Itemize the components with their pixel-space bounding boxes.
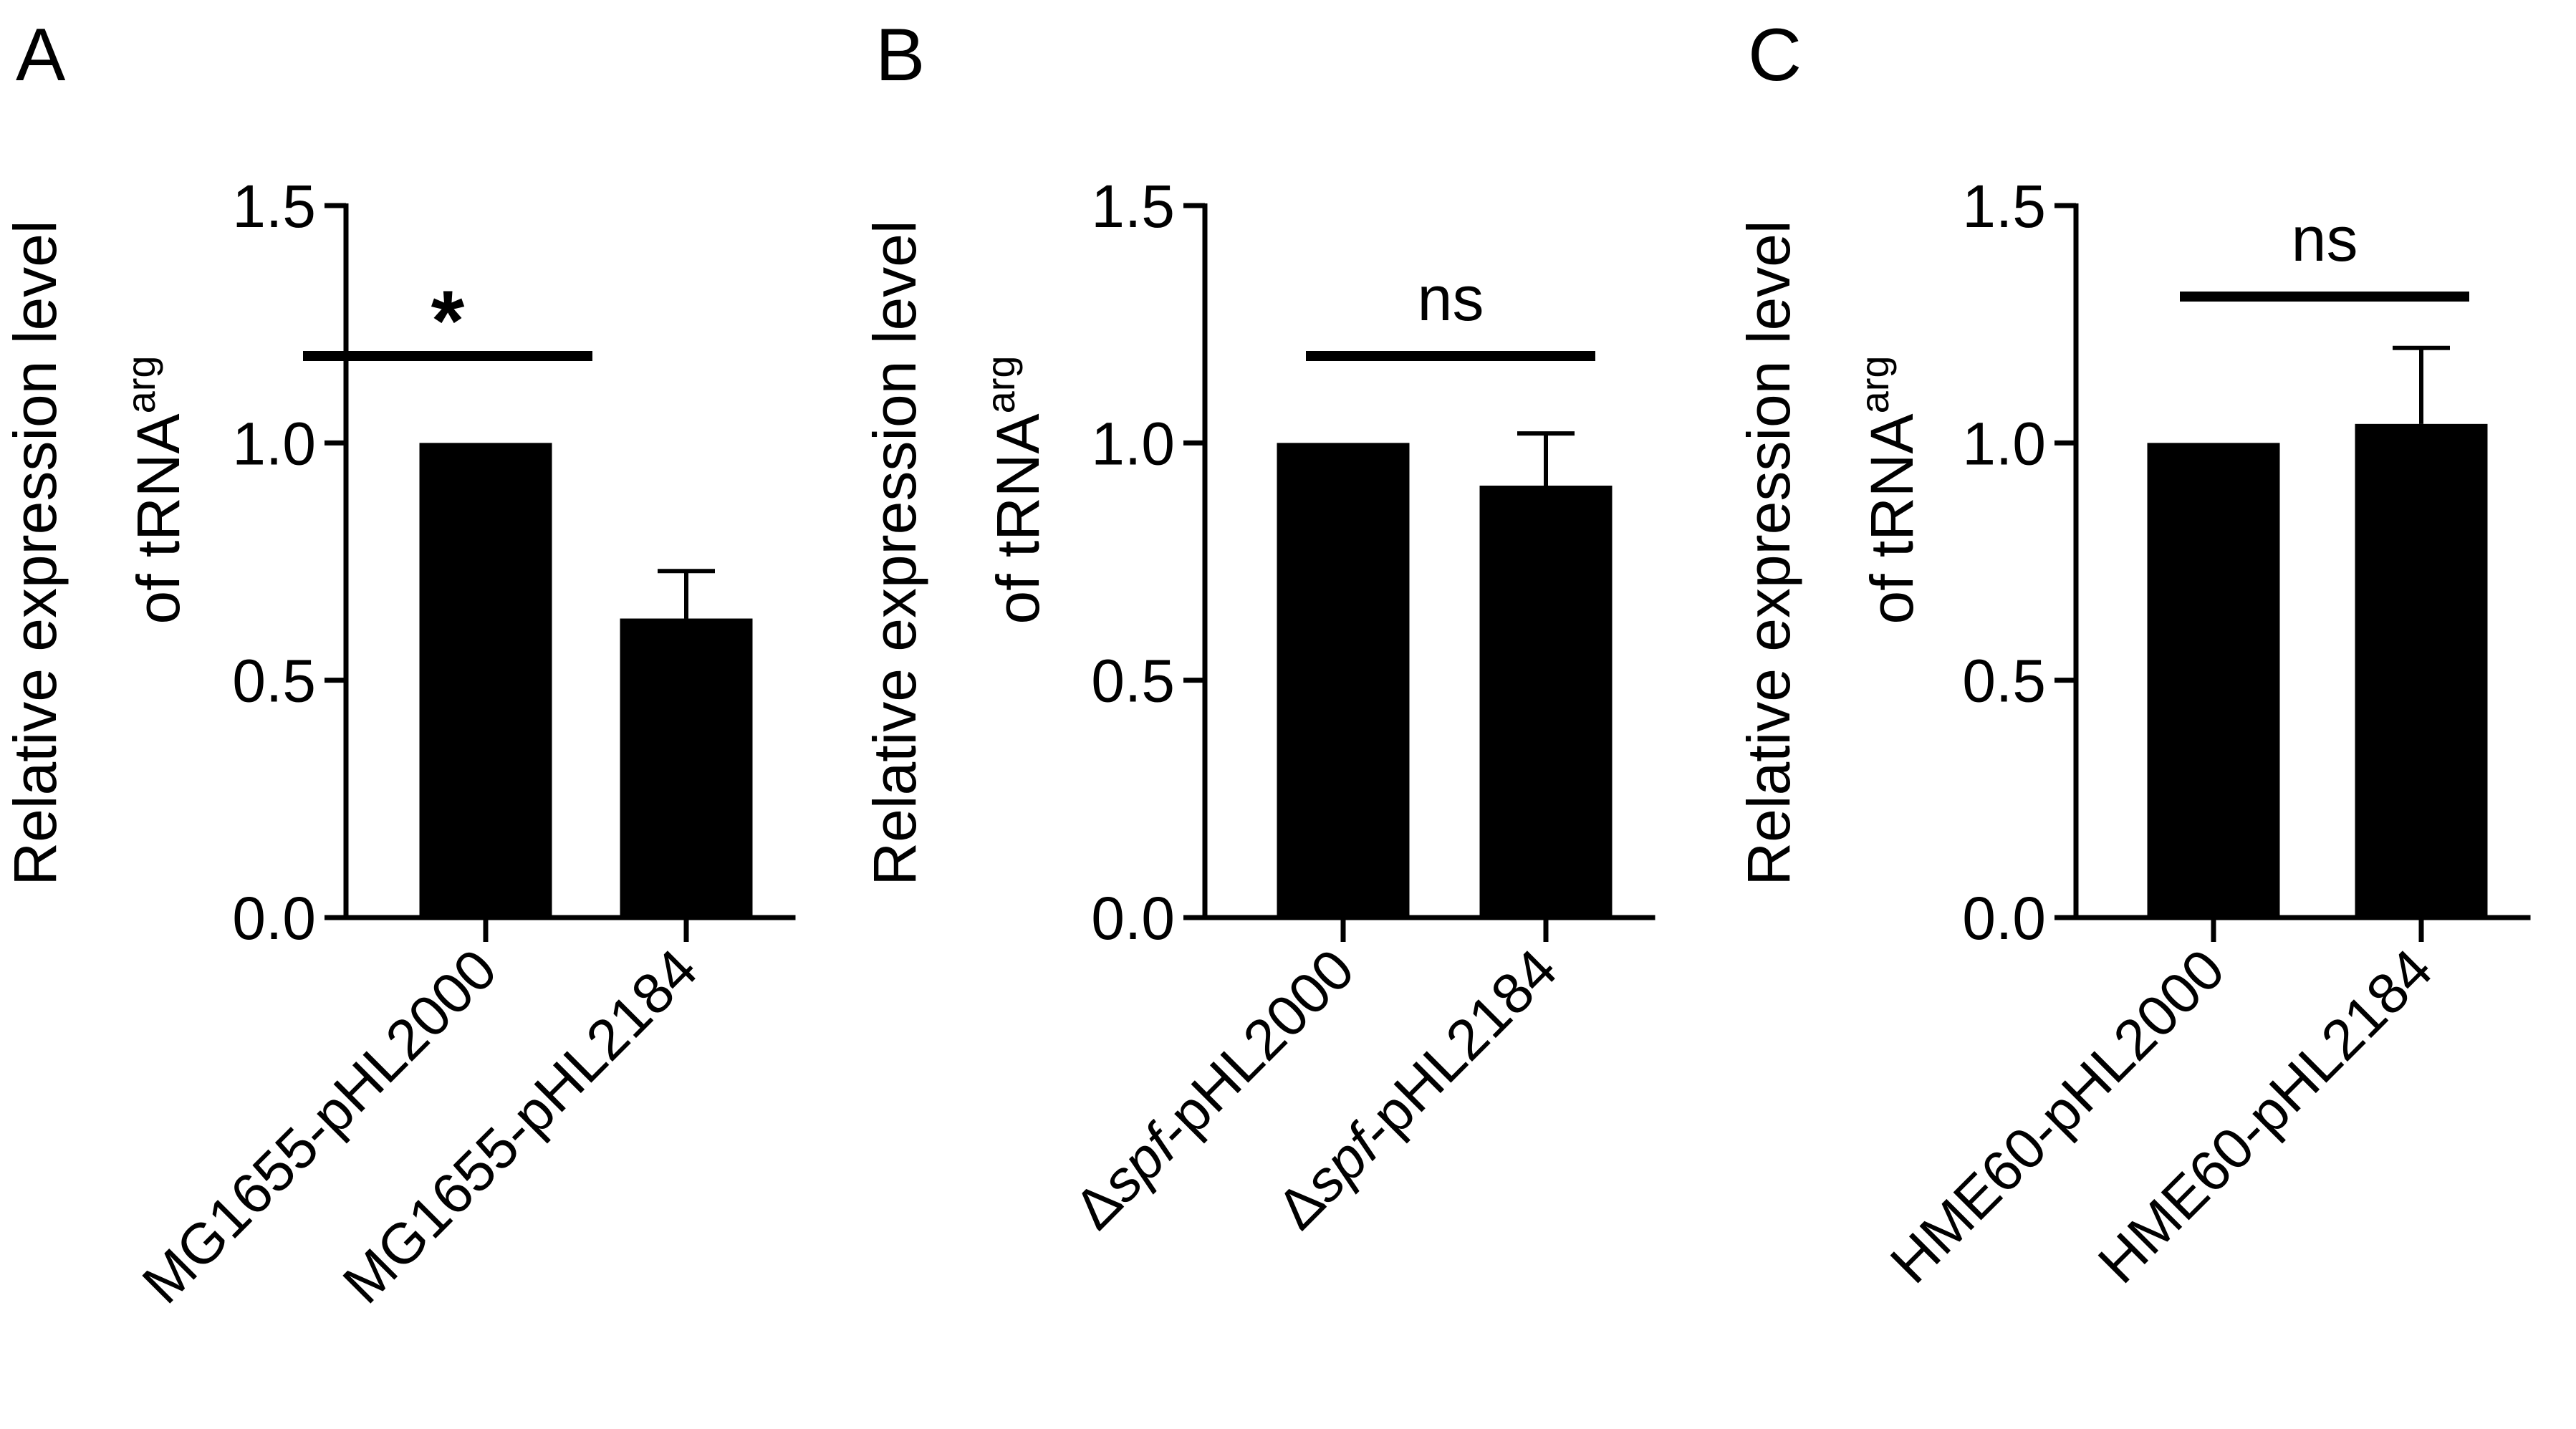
y-axis-title-line2: of tRNAarg [978, 355, 1052, 624]
y-axis-title-text: of tRNA [984, 413, 1052, 624]
y-axis-title-text: of tRNA [1858, 413, 1926, 624]
y-axis-title-superscript: arg [118, 355, 163, 413]
bar-1 [1277, 443, 1410, 918]
y-axis-title-superscript: arg [1852, 355, 1897, 413]
y-tick-label: 1.5 [1962, 173, 2046, 240]
y-tick-label: 1.0 [232, 410, 316, 477]
y-tick-label: 0.0 [1091, 885, 1175, 952]
y-axis-title-line1: Relative expression level [1, 220, 69, 885]
y-tick-label: 0.5 [1962, 648, 2046, 715]
chart-panel-b: B Relative expression level of tRNAarg 0.0 0… [861, 14, 1655, 1241]
panel-letter: C [1748, 14, 1802, 97]
bar-1 [419, 443, 552, 918]
y-tick-label: 0.5 [232, 648, 316, 715]
bar-2 [1479, 485, 1613, 918]
y-tick-label: 1.5 [232, 173, 316, 240]
significance-label: ns [2292, 203, 2358, 274]
chart-panel-a: A Relative expression level of tRNAarg 0.0 0… [1, 14, 796, 1315]
panel-letter: B [875, 14, 925, 97]
x-category-label-suffix: MG1655-pHL2000 [130, 937, 509, 1315]
x-category-label-suffix: -pHL2000 [1143, 937, 1366, 1160]
y-axis-title-text: of tRNA [125, 413, 192, 624]
y-axis-title-superscript: arg [978, 355, 1023, 413]
bar-2 [2355, 423, 2488, 918]
bar-2 [620, 618, 753, 918]
y-tick-label: 1.0 [1091, 410, 1175, 477]
x-category-label-suffix: -pHL2184 [1346, 937, 1569, 1160]
significance-label: ns [1418, 263, 1484, 334]
y-axis-title-line1: Relative expression level [861, 220, 928, 885]
panel-letter: A [16, 14, 66, 97]
y-axis-title-line2: of tRNAarg [1852, 355, 1926, 624]
significance-label: * [431, 273, 465, 369]
y-tick-label: 0.0 [1962, 885, 2046, 952]
x-category-label: MG1655-pHL2000 [130, 937, 509, 1315]
y-axis-title-line2: of tRNAarg [118, 355, 192, 624]
y-axis-title-line1: Relative expression level [1735, 220, 1802, 885]
y-tick-label: 1.0 [1962, 410, 2046, 477]
chart-panel-c: C Relative expression level of tRNAarg 0.0 0… [1735, 14, 2531, 1295]
bar-1 [2147, 443, 2280, 918]
y-tick-label: 0.5 [1091, 648, 1175, 715]
x-category-label: MG1655-pHL2184 [331, 937, 709, 1315]
y-tick-label: 1.5 [1091, 173, 1175, 240]
x-category-label-suffix: MG1655-pHL2184 [331, 937, 709, 1315]
y-tick-label: 0.0 [232, 885, 316, 952]
